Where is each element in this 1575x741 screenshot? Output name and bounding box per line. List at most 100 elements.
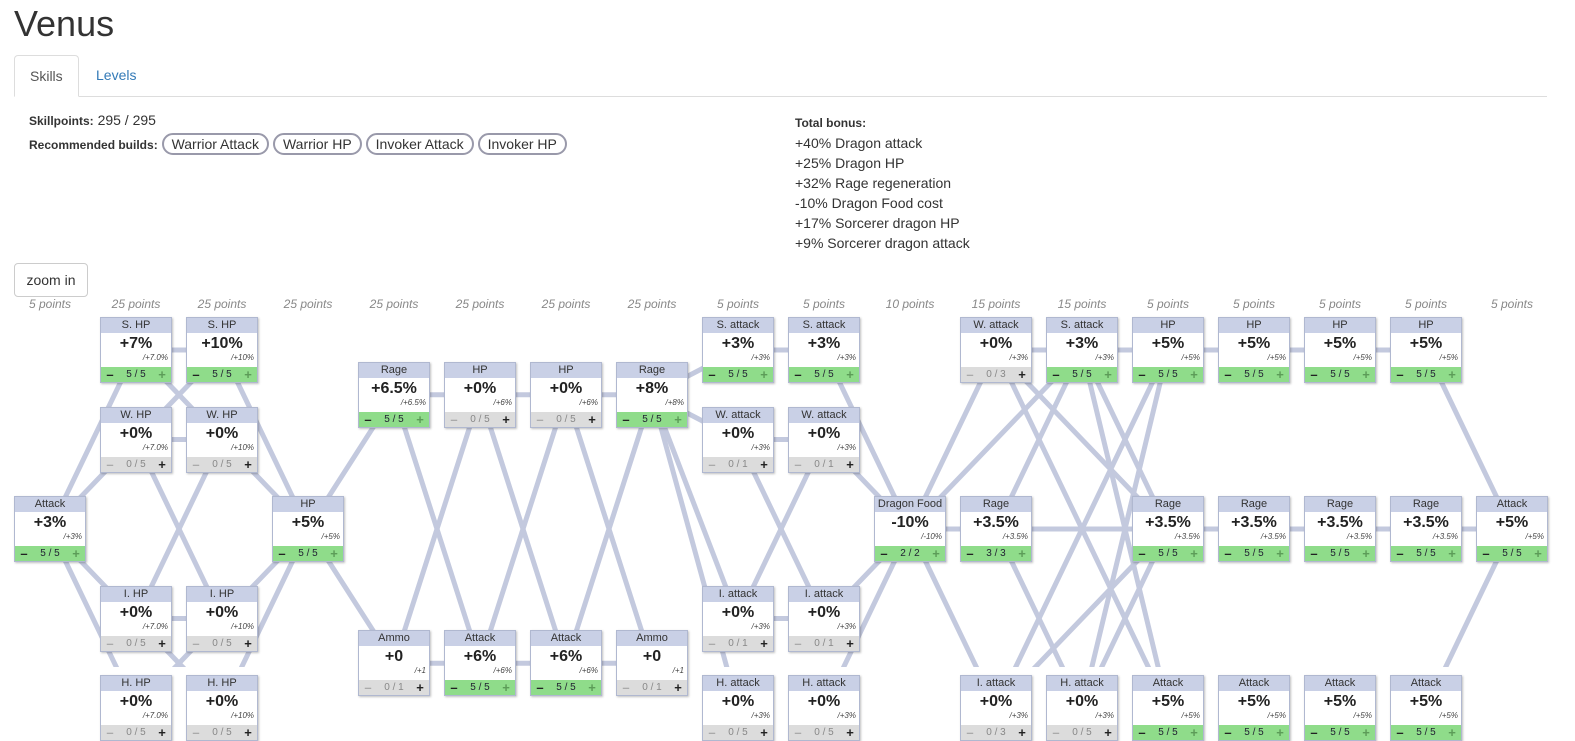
minus-icon[interactable]: – <box>1310 725 1318 740</box>
build-warrior-attack-button[interactable]: Warrior Attack <box>161 133 269 155</box>
minus-icon[interactable]: – <box>622 680 630 696</box>
minus-icon[interactable]: – <box>192 367 200 382</box>
plus-icon[interactable]: + <box>244 725 252 740</box>
plus-icon[interactable]: + <box>1018 725 1026 740</box>
minus-icon[interactable]: – <box>966 367 974 382</box>
minus-icon[interactable]: – <box>1224 367 1232 382</box>
minus-icon[interactable]: – <box>1310 546 1318 561</box>
minus-icon[interactable]: – <box>1224 546 1232 561</box>
minus-icon[interactable]: – <box>708 725 716 740</box>
minus-icon[interactable]: – <box>1224 725 1232 740</box>
minus-icon[interactable]: – <box>1138 367 1146 382</box>
plus-icon[interactable]: + <box>1190 725 1198 740</box>
plus-icon[interactable]: + <box>588 680 596 696</box>
plus-icon[interactable]: + <box>1190 367 1198 382</box>
build-invoker-attack-button[interactable]: Invoker Attack <box>365 133 474 155</box>
build-warrior-hp-button[interactable]: Warrior HP <box>272 133 362 155</box>
plus-icon[interactable]: + <box>244 456 252 472</box>
minus-icon[interactable]: – <box>1138 546 1146 561</box>
plus-icon[interactable]: + <box>760 367 768 382</box>
plus-icon[interactable]: + <box>1018 546 1026 561</box>
plus-icon[interactable]: + <box>1362 546 1370 561</box>
plus-icon[interactable]: + <box>1276 546 1284 561</box>
plus-icon[interactable]: + <box>674 680 682 696</box>
column-points-label: 5 points <box>1318 297 1362 311</box>
plus-icon[interactable]: + <box>846 367 854 382</box>
minus-icon[interactable]: – <box>106 367 114 382</box>
minus-icon[interactable]: – <box>1396 546 1404 561</box>
build-invoker-hp-button[interactable]: Invoker HP <box>477 133 567 155</box>
plus-icon[interactable]: + <box>416 680 424 696</box>
minus-icon[interactable]: – <box>966 546 974 561</box>
minus-icon[interactable]: – <box>1052 367 1060 382</box>
plus-icon[interactable]: + <box>846 725 854 740</box>
minus-icon[interactable]: – <box>278 546 286 561</box>
minus-icon[interactable]: – <box>536 411 544 427</box>
plus-icon[interactable]: + <box>1104 725 1112 740</box>
minus-icon[interactable]: – <box>966 725 974 740</box>
plus-icon[interactable]: + <box>158 367 166 382</box>
minus-icon[interactable]: – <box>106 635 114 651</box>
minus-icon[interactable]: – <box>450 680 458 696</box>
plus-icon[interactable]: + <box>1362 367 1370 382</box>
plus-icon[interactable]: + <box>502 680 510 696</box>
plus-icon[interactable]: + <box>330 546 338 561</box>
minus-icon[interactable]: – <box>192 725 200 740</box>
plus-icon[interactable]: + <box>1018 367 1026 382</box>
plus-icon[interactable]: + <box>760 725 768 740</box>
minus-icon[interactable]: – <box>794 725 802 740</box>
plus-icon[interactable]: + <box>244 635 252 651</box>
minus-icon[interactable]: – <box>1310 367 1318 382</box>
minus-icon[interactable]: – <box>192 456 200 472</box>
plus-icon[interactable]: + <box>158 635 166 651</box>
minus-icon[interactable]: – <box>1482 546 1490 561</box>
plus-icon[interactable]: + <box>1534 546 1542 561</box>
plus-icon[interactable]: + <box>846 456 854 472</box>
plus-icon[interactable]: + <box>1276 725 1284 740</box>
plus-icon[interactable]: + <box>502 411 510 427</box>
plus-icon[interactable]: + <box>1276 367 1284 382</box>
minus-icon[interactable]: – <box>364 680 372 696</box>
minus-icon[interactable]: – <box>794 456 802 472</box>
plus-icon[interactable]: + <box>1448 546 1456 561</box>
minus-icon[interactable]: – <box>450 411 458 427</box>
minus-icon[interactable]: – <box>20 546 28 561</box>
plus-icon[interactable]: + <box>72 546 80 561</box>
minus-icon[interactable]: – <box>622 411 630 427</box>
skill-rate: /+3% <box>837 442 856 452</box>
minus-icon[interactable]: – <box>708 635 716 651</box>
plus-icon[interactable]: + <box>158 456 166 472</box>
minus-icon[interactable]: – <box>1052 725 1060 740</box>
minus-icon[interactable]: – <box>708 367 716 382</box>
minus-icon[interactable]: – <box>1138 725 1146 740</box>
plus-icon[interactable]: + <box>674 411 682 427</box>
plus-icon[interactable]: + <box>1448 725 1456 740</box>
plus-icon[interactable]: + <box>1448 367 1456 382</box>
plus-icon[interactable]: + <box>158 725 166 740</box>
plus-icon[interactable]: + <box>932 546 940 561</box>
plus-icon[interactable]: + <box>1190 546 1198 561</box>
minus-icon[interactable]: – <box>1396 367 1404 382</box>
plus-icon[interactable]: + <box>760 635 768 651</box>
tab-skills[interactable]: Skills <box>14 55 79 97</box>
minus-icon[interactable]: – <box>106 456 114 472</box>
skill-value: +0% <box>807 693 841 710</box>
minus-icon[interactable]: – <box>364 411 372 427</box>
plus-icon[interactable]: + <box>1104 367 1112 382</box>
tab-levels[interactable]: Levels <box>96 67 137 83</box>
minus-icon[interactable]: – <box>794 367 802 382</box>
plus-icon[interactable]: + <box>760 456 768 472</box>
plus-icon[interactable]: + <box>416 411 424 427</box>
plus-icon[interactable]: + <box>588 411 596 427</box>
minus-icon[interactable]: – <box>536 680 544 696</box>
minus-icon[interactable]: – <box>708 456 716 472</box>
zoom-in-button[interactable]: zoom in <box>14 263 88 297</box>
plus-icon[interactable]: + <box>1362 725 1370 740</box>
minus-icon[interactable]: – <box>794 635 802 651</box>
minus-icon[interactable]: – <box>106 725 114 740</box>
minus-icon[interactable]: – <box>1396 725 1404 740</box>
minus-icon[interactable]: – <box>880 546 888 561</box>
plus-icon[interactable]: + <box>846 635 854 651</box>
minus-icon[interactable]: – <box>192 635 200 651</box>
plus-icon[interactable]: + <box>244 367 252 382</box>
